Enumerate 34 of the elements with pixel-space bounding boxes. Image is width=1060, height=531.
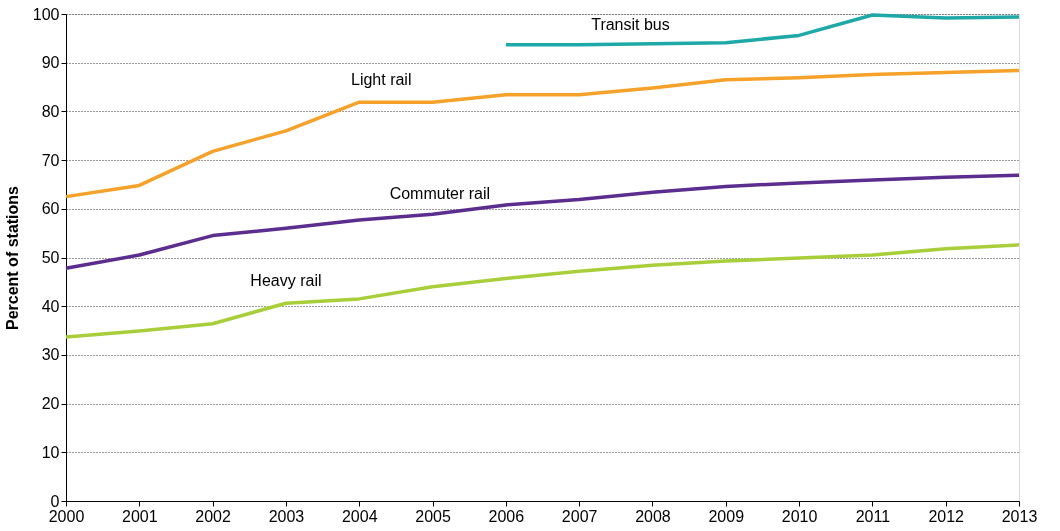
x-tick-label: 2003 (268, 507, 305, 525)
y-tick-label: 10 (41, 443, 60, 461)
y-tick-label: 60 (41, 200, 60, 218)
y-axis-title: Percent of stations (3, 185, 21, 331)
y-tick-label: 50 (41, 249, 60, 266)
y-tick-label: 30 (41, 346, 60, 364)
x-tick-label: 2004 (341, 507, 378, 525)
x-tick-label: 2010 (781, 507, 818, 525)
x-tick-label: 2013 (1001, 507, 1038, 525)
line-series (64, 243, 1021, 339)
y-tick-label: 80 (41, 102, 60, 120)
x-tick-label: 2005 (415, 507, 451, 525)
x-tick-label: 2008 (635, 507, 671, 525)
y-tick-label: 90 (41, 54, 60, 72)
x-tick-label: 2012 (928, 507, 965, 525)
x-tick-label: 2009 (708, 507, 745, 525)
series-label: Heavy rail (250, 272, 322, 290)
y-tick-label: 70 (41, 151, 60, 169)
line-series (64, 68, 1021, 199)
series-label: Light rail (350, 71, 412, 89)
x-tick-label: 2001 (122, 507, 158, 525)
y-tick-label: 0 (50, 492, 60, 510)
y-tick-label: 20 (41, 395, 60, 413)
x-tick-label: 2011 (855, 507, 891, 525)
y-tick-label: 40 (41, 297, 60, 315)
x-tick-label: 2002 (195, 507, 232, 525)
line-series (64, 173, 1021, 270)
y-tick-label: 100 (32, 5, 60, 23)
line-series (504, 13, 1021, 47)
x-tick-label: 2006 (488, 507, 525, 525)
x-tick-label: 2000 (48, 507, 85, 525)
series-label: Transit bus (591, 16, 670, 34)
series-label: Commuter rail (389, 184, 491, 202)
x-tick-label: 2007 (561, 507, 598, 525)
